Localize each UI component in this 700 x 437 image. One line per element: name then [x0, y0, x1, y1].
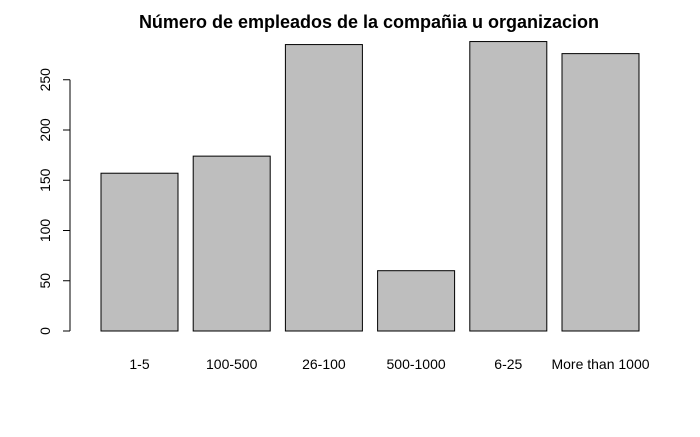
y-tick-label: 150: [37, 168, 53, 192]
y-tick-label: 200: [37, 118, 53, 142]
y-tick-label: 250: [37, 68, 53, 92]
chart-title: Número de empleados de la compañia u org…: [139, 12, 599, 32]
bar-500-1000: [377, 270, 456, 332]
x-category-label: 500-1000: [387, 356, 446, 372]
x-category-label: 6-25: [494, 356, 522, 372]
bar-100-500: [192, 155, 271, 332]
x-axis-labels: 1-5 100-500 26-100 500-1000 6-25 More than 10…: [129, 356, 649, 372]
x-category-label: 1-5: [129, 356, 149, 372]
y-tick-label: 50: [37, 273, 53, 289]
y-tick-label: 0: [37, 327, 53, 335]
bar-6-25: [469, 41, 548, 332]
y-axis: 0 50 100 150 200 250: [37, 68, 71, 335]
y-tick-label: 100: [37, 219, 53, 243]
bar-more-than-1000: [561, 53, 640, 332]
bar-26-100: [284, 44, 363, 332]
x-category-label: 100-500: [206, 356, 258, 372]
x-category-label: More than 1000: [551, 356, 649, 372]
bar-1-5: [100, 172, 179, 332]
bars-group: [100, 41, 640, 332]
x-category-label: 26-100: [302, 356, 346, 372]
